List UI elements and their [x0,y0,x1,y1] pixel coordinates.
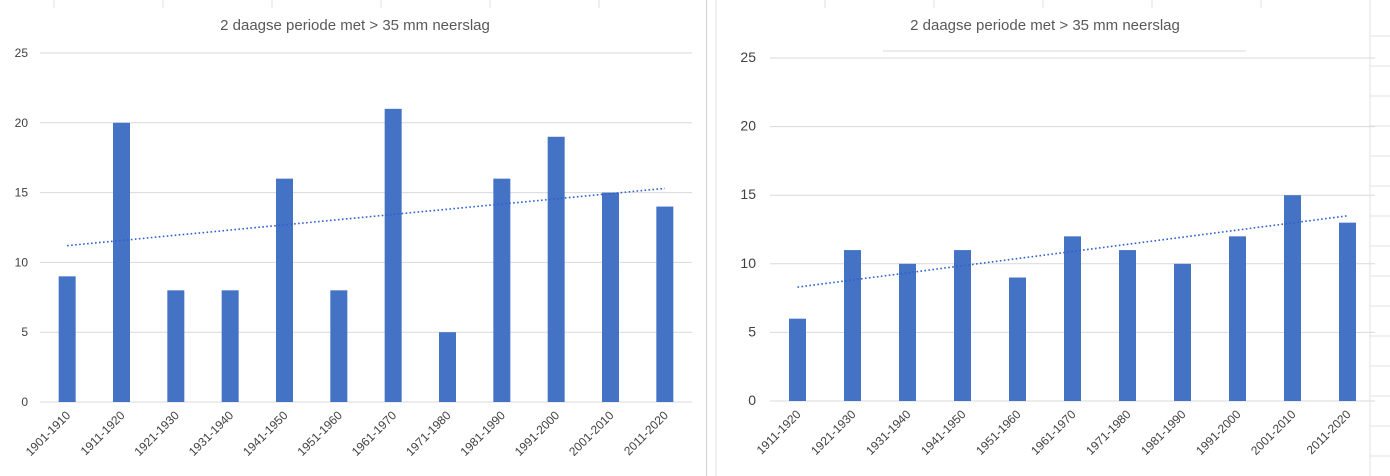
bar [1009,277,1026,401]
x-tick-label: 1961-1970 [349,408,400,459]
trendline [67,187,665,247]
bar [1174,263,1191,401]
y-tick-label: 25 [740,49,756,65]
x-tick-label: 2001-2010 [566,408,617,459]
x-tick-label: 2001-2010 [1248,407,1299,458]
chart-title-left: 2 daagse periode met > 35 mm neerslag [220,17,490,34]
y-axis-left: 0 5 10 15 20 25 [15,46,29,409]
bar [167,290,185,402]
y-tick-label: 15 [740,186,756,202]
x-tick-label: 2011-2020 [1304,407,1354,457]
bar-chart-left: 2 daagse periode met > 35 mm neerslag 0 5… [15,0,692,459]
bar [656,206,674,402]
x-tick-label: 1911-1920 [78,408,128,458]
y-tick-label: 15 [15,186,29,200]
y-tick-label: 5 [21,325,28,339]
x-tick-label: 1991-2000 [1193,407,1244,458]
sheet-grid-right [715,0,1390,476]
chart-panel-left: 2 daagse periode met > 35 mm neerslag 0 5… [14,0,707,476]
x-axis-right: 1911-1920 1921-1930 1931-1940 1941-1950 1951… [754,407,1354,458]
bar [330,290,348,402]
bar [493,178,511,402]
x-tick-label: 1971-1980 [403,408,454,459]
x-tick-label: 2011-2020 [621,408,671,458]
bar [602,192,619,402]
y-axis-right: 0 5 10 15 20 25 [740,49,756,408]
x-tick-label: 1911-1920 [754,407,804,457]
x-tick-label: 1981-1990 [457,408,508,459]
y-tick-label: 10 [15,255,29,269]
chart-panel-right: 2 daagse periode met > 35 mm neerslag 0 5… [708,0,1390,476]
y-tick-label: 20 [740,118,756,134]
x-tick-label: 1961-1970 [1028,407,1079,458]
x-tick-label: 1941-1950 [240,408,291,459]
trendline-right [797,214,1348,288]
x-tick-label: 1921-1930 [131,408,182,459]
trendline-left [67,187,665,247]
y-tick-label: 25 [15,46,29,60]
gridlines-left [40,52,692,403]
bar-chart-right: 2 daagse periode met > 35 mm neerslag 0 5… [715,0,1390,476]
chart-title-right: 2 daagse periode met > 35 mm neerslag [910,17,1180,34]
bar [899,263,916,401]
y-tick-label: 5 [748,323,756,339]
bar [844,250,861,401]
y-tick-label: 0 [21,395,28,409]
bar [1119,250,1136,401]
bar [113,122,130,403]
y-tick-label: 0 [748,392,756,408]
x-axis-left: 1901-1910 1911-1920 1921-1930 1931-1940 1941… [23,408,671,459]
bar [439,332,456,402]
bar [58,276,76,402]
bar [1229,236,1246,401]
x-tick-label: 1981-1990 [1138,407,1189,458]
trendline [797,214,1348,288]
sheet-grid-left [53,0,600,8]
bar [954,250,971,401]
bars-left [58,108,674,403]
x-tick-label: 1951-1960 [294,408,345,459]
x-tick-label: 1971-1980 [1083,407,1134,458]
bar [1064,236,1081,401]
x-tick-label: 1991-2000 [512,408,563,459]
bars-right [789,195,1356,401]
x-tick-label: 1931-1940 [863,407,914,458]
x-tick-label: 1901-1910 [23,408,74,459]
bar [276,178,293,402]
y-tick-label: 20 [15,116,29,130]
bar [1284,195,1301,401]
bar [789,318,806,401]
bar [384,108,402,402]
x-tick-label: 1941-1950 [918,407,969,458]
bar [221,290,239,402]
bar [547,136,565,402]
x-tick-label: 1931-1940 [186,408,237,459]
x-tick-label: 1951-1960 [973,407,1024,458]
y-tick-label: 10 [740,255,756,271]
bar [1339,222,1356,401]
x-tick-label: 1921-1930 [808,407,859,458]
